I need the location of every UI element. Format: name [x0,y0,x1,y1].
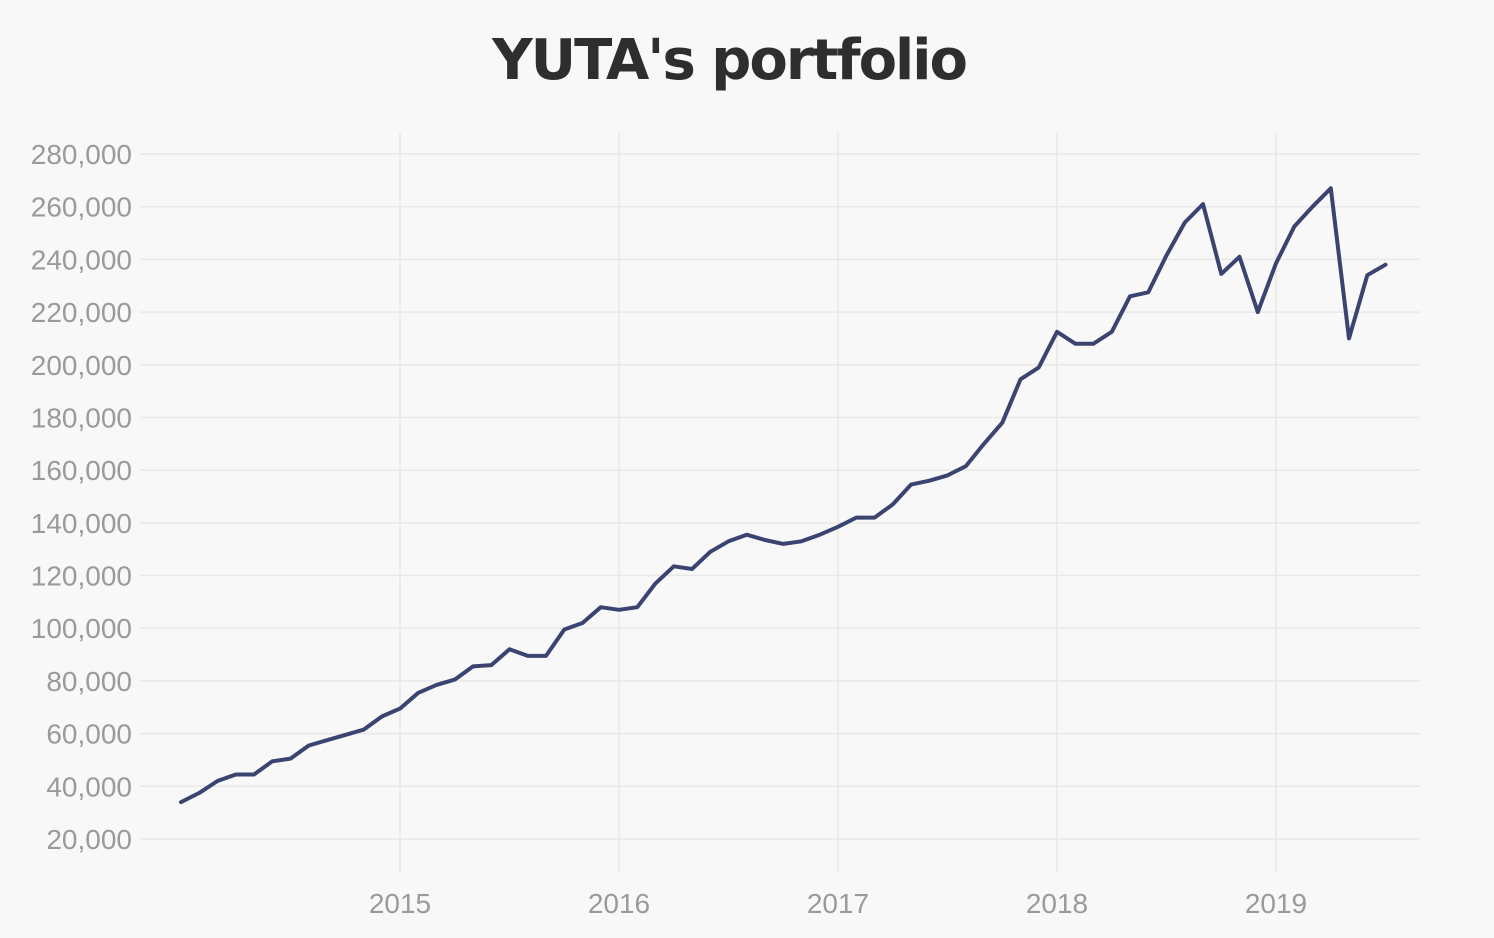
y-tick-label: 180,000 [31,402,132,433]
y-tick-label: 280,000 [31,139,132,170]
y-tick-label: 100,000 [31,613,132,644]
y-gridlines [140,153,1420,840]
y-tick-label: 120,000 [31,561,132,592]
y-tick-label: 200,000 [31,350,132,381]
y-axis-tick-labels: 20,000 40,000 60,000 80,000 100,000 120,000 14… [31,139,132,855]
x-tick-label: 2016 [588,888,650,919]
y-tick-label: 240,000 [31,244,132,275]
y-tick-label: 160,000 [31,455,132,486]
x-tick-label: 2017 [807,888,869,919]
y-tick-label: 20,000 [46,824,132,855]
x-tick-label: 2019 [1245,888,1307,919]
x-axis-tick-labels: 2015 2016 2017 2018 2019 [369,888,1307,919]
chart-title: YUTA's portfolio [492,28,968,93]
y-tick-label: 260,000 [31,192,132,223]
y-tick-label: 80,000 [46,666,132,697]
x-tick-label: 2018 [1026,888,1088,919]
y-tick-label: 140,000 [31,508,132,539]
y-tick-label: 220,000 [31,297,132,328]
x-tick-label: 2015 [369,888,431,919]
x-gridlines [399,133,1277,872]
y-tick-label: 60,000 [46,719,132,750]
y-tick-label: 40,000 [46,771,132,802]
portfolio-value-line [179,186,1388,805]
